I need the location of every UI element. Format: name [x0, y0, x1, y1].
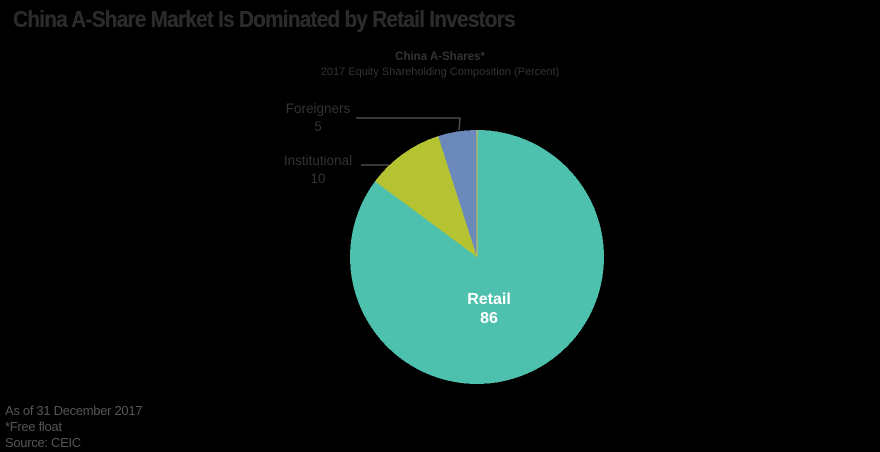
svg-text:5: 5: [314, 119, 322, 134]
svg-text:Institutional: Institutional: [284, 153, 352, 168]
svg-text:10: 10: [310, 171, 325, 186]
svg-text:Foreigners: Foreigners: [286, 101, 351, 116]
svg-text:86: 86: [480, 310, 498, 327]
svg-text:Retail: Retail: [467, 291, 511, 308]
